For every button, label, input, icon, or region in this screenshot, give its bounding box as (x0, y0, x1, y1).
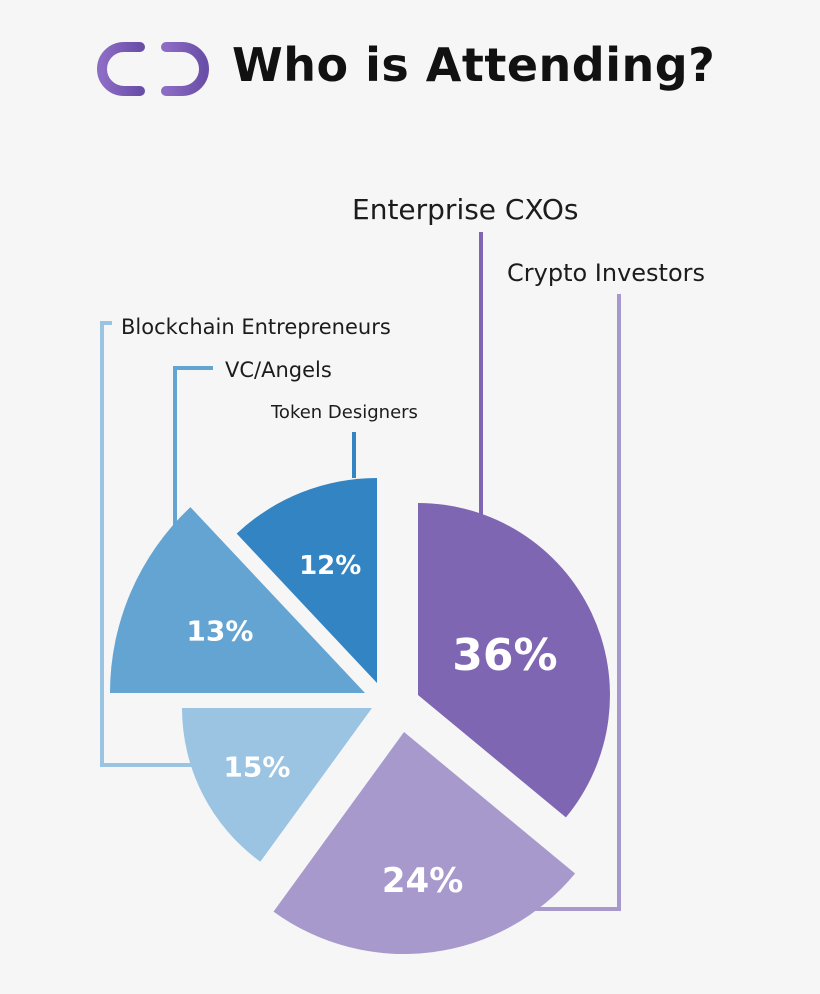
slice-value-label-blockchain-entrepreneurs: 15% (223, 751, 290, 784)
pie-slices (109, 478, 610, 955)
callout-lines (100, 232, 621, 911)
category-label-blockchain-entrepreneurs: Blockchain Entrepreneurs (121, 315, 391, 339)
link-icon (97, 42, 209, 96)
category-labels: Enterprise CXOs Crypto Investors Blockchai… (121, 193, 705, 423)
slice-value-labels: 36% 24% 15% 13% 12% (186, 551, 557, 901)
pie-slice-vc-angels (109, 507, 365, 693)
pie-slice-crypto-investors (273, 732, 576, 955)
slice-value-label-vc-angels: 13% (186, 614, 253, 647)
category-label-vc-angels: VC/Angels (225, 358, 332, 382)
callout-line-vc-angels (173, 366, 213, 525)
slice-value-label-token-designers: 12% (299, 551, 361, 581)
pie-slice-blockchain-entrepreneurs (182, 708, 372, 862)
page-title: Who is Attending? (232, 38, 716, 92)
callout-line-blockchain-entrepreneurs (100, 321, 215, 767)
slice-value-label-crypto-investors: 24% (382, 861, 463, 901)
category-label-token-designers: Token Designers (270, 402, 418, 423)
category-label-enterprise-cxos: Enterprise CXOs (352, 193, 579, 226)
slice-value-label-enterprise-cxos: 36% (452, 630, 557, 681)
pie-slice-token-designers (236, 478, 377, 683)
pie-slice-enterprise-cxos (418, 503, 610, 818)
callout-line-crypto-investors (520, 294, 621, 911)
category-label-crypto-investors: Crypto Investors (507, 259, 705, 287)
header: Who is Attending? (0, 0, 820, 140)
